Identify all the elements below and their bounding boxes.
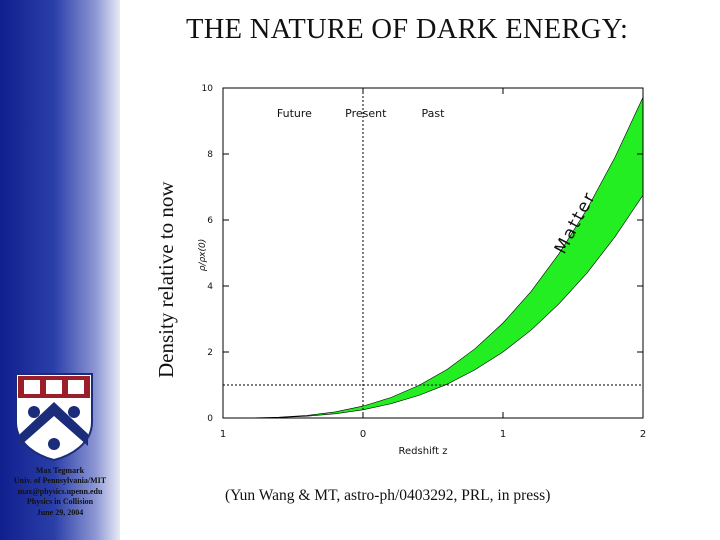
university-crest-logo (15, 373, 93, 462)
region-label: Present (345, 107, 387, 120)
y-tick-label: 4 (207, 282, 213, 292)
x-tick-label: 0 (360, 429, 366, 440)
y-tick-label: 8 (207, 150, 213, 160)
y-tick-label: 0 (207, 414, 213, 424)
crest-roundel-bottom (48, 438, 60, 450)
matter-density-band (222, 97, 644, 419)
region-label: Future (277, 107, 312, 120)
y-tick-label: 2 (207, 348, 213, 358)
plot-frame (222, 87, 644, 419)
slide-title: THE NATURE OF DARK ENERGY: (186, 14, 629, 45)
crest-book-right (68, 380, 84, 394)
y-tick-label: 6 (207, 216, 213, 226)
crest-chevron (20, 402, 88, 446)
conference-date: June 29, 2004 (36, 507, 84, 517)
crest-book-center (46, 380, 62, 394)
x-tick-label: 1 (220, 429, 226, 440)
crest-book-left (24, 380, 40, 394)
crest-roundel-left (28, 406, 40, 418)
inner-y-axis-label: ρ/ρx(0) (198, 239, 208, 272)
author-email: max@physics.upenn.edu (17, 486, 103, 496)
crest-roundel-right (68, 406, 80, 418)
x-tick-label: 1 (500, 429, 506, 440)
y-tick-label: 10 (202, 84, 214, 94)
author-affiliation: Univ. of Pennsylvania/MIT (13, 476, 107, 486)
author-info: Max Tegmark Univ. of Pennsylvania/MIT ma… (0, 466, 120, 518)
citation-text: (Yun Wang & MT, astro-ph/0403292, PRL, i… (225, 487, 551, 504)
author-name: Max Tegmark (35, 466, 85, 475)
x-axis-label: Redshift z (398, 446, 447, 457)
region-label: Past (422, 107, 446, 120)
x-tick-label: 2 (640, 429, 646, 440)
conference-name: Physics in Collision (26, 497, 94, 507)
